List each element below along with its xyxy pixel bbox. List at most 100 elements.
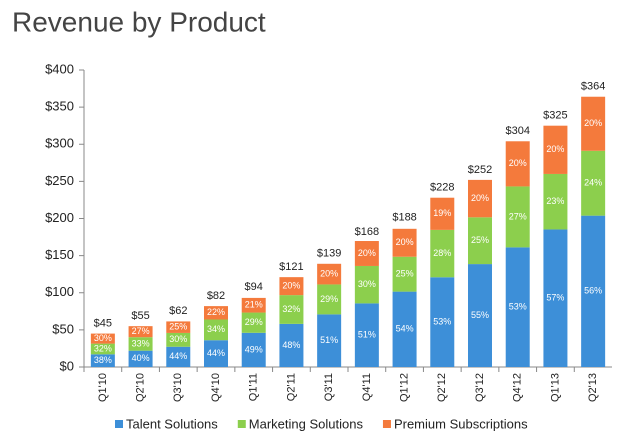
segment-label: 51%: [358, 330, 376, 340]
total-label: $45: [94, 317, 112, 329]
legend-label: Talent Solutions: [126, 416, 218, 431]
bar-segment: [166, 321, 191, 333]
y-tick-label: $50: [52, 321, 74, 336]
bar-segment: [354, 303, 379, 367]
bar-segment: [543, 229, 568, 367]
x-tick-label: Q2'12: [436, 373, 448, 402]
bar-segment: [204, 340, 228, 367]
total-label: $62: [169, 305, 187, 317]
bar-segment: [468, 217, 492, 265]
bar-segment: [128, 326, 153, 338]
bar-segment: [317, 314, 342, 367]
segment-label: 29%: [245, 317, 263, 327]
bar-segment: [279, 277, 304, 296]
total-label: $82: [207, 290, 225, 302]
bar-segment: [90, 333, 115, 344]
segment-label: 49%: [245, 344, 263, 354]
bar-segment: [505, 247, 530, 367]
segment-label: 57%: [546, 293, 564, 303]
segment-label: 25%: [396, 269, 414, 279]
segment-label: 56%: [584, 286, 602, 296]
total-label: $252: [468, 164, 492, 176]
x-tick-label: Q1'10: [97, 373, 109, 402]
bar-segment: [241, 312, 266, 333]
segment-label: 23%: [546, 196, 564, 206]
bar-segment: [279, 295, 304, 324]
legend-swatch: [237, 420, 246, 428]
bar-segment: [468, 264, 492, 367]
chart-title: Revenue by Product: [12, 6, 266, 37]
segment-label: 25%: [169, 322, 187, 332]
segment-label: 53%: [433, 317, 451, 327]
bar-segment: [354, 265, 379, 304]
x-tick-label: Q2'10: [134, 373, 146, 402]
total-label: $304: [505, 125, 529, 137]
segment-label: 48%: [282, 340, 300, 350]
bar-segment: [392, 256, 417, 292]
segment-label: 40%: [132, 353, 150, 363]
bar-segment: [392, 228, 417, 257]
y-tick-label: $350: [45, 99, 74, 114]
bar-segment: [430, 277, 455, 367]
bar-segment: [317, 284, 342, 315]
bar-segment: [505, 186, 530, 248]
legend-swatch: [115, 420, 123, 428]
x-tick-label: Q1'13: [549, 373, 561, 402]
segment-label: 55%: [471, 310, 489, 320]
y-tick-label: $200: [45, 210, 74, 225]
segment-label: 24%: [584, 178, 602, 188]
bar-segment: [241, 297, 266, 313]
legend-label: Marketing Solutions: [249, 416, 364, 431]
segment-label: 27%: [132, 326, 150, 336]
x-tick-label: Q2'13: [587, 373, 599, 402]
bar-segment: [241, 332, 266, 367]
total-label: $188: [392, 211, 416, 223]
segment-label: 34%: [207, 324, 225, 334]
bar-segment: [204, 319, 228, 341]
total-label: $55: [131, 310, 149, 322]
total-label: $139: [317, 248, 341, 260]
x-tick-label: Q3'11: [323, 373, 335, 401]
total-label: $168: [355, 226, 379, 238]
segment-label: 20%: [509, 158, 527, 168]
x-tick-label: Q3'10: [172, 373, 184, 402]
total-label: $121: [279, 261, 303, 273]
bar-segment: [354, 241, 379, 266]
segment-label: 51%: [320, 335, 338, 345]
segment-label: 20%: [320, 268, 338, 278]
bar-segment: [279, 323, 304, 367]
total-label: $364: [581, 81, 605, 93]
x-tick-label: Q2'11: [285, 373, 297, 401]
segment-label: 20%: [358, 248, 376, 258]
x-tick-label: Q4'11: [361, 373, 373, 401]
bar-segment: [543, 125, 568, 174]
bar-segment: [468, 179, 492, 218]
y-tick-label: $150: [45, 247, 74, 262]
segment-label: 44%: [169, 351, 187, 361]
bar-segment: [581, 96, 606, 151]
bar-segment: [581, 150, 606, 216]
y-tick-label: $250: [45, 173, 74, 188]
bar-segment: [392, 291, 417, 367]
y-tick-label: $0: [60, 358, 74, 373]
bar-segment: [317, 263, 342, 285]
bar-segment: [90, 354, 115, 367]
segment-label: 33%: [132, 338, 150, 348]
segment-label: 27%: [509, 211, 527, 221]
segment-label: 32%: [94, 343, 112, 353]
segment-label: 38%: [94, 355, 112, 365]
segment-label: 20%: [546, 144, 564, 154]
segment-label: 20%: [282, 281, 300, 291]
bar-segment: [128, 337, 153, 351]
segment-label: 20%: [584, 118, 602, 128]
segment-label: 30%: [169, 334, 187, 344]
y-tick-label: $100: [45, 284, 74, 299]
x-tick-label: Q1'11: [248, 373, 260, 401]
legend-label: Premium Subscriptions: [394, 416, 528, 431]
segment-label: 28%: [433, 248, 451, 258]
bar-segment: [166, 346, 191, 367]
x-tick-label: Q1'12: [398, 373, 410, 402]
segment-label: 19%: [433, 208, 451, 218]
x-tick-label: Q3'12: [474, 373, 486, 402]
segment-label: 29%: [320, 294, 338, 304]
